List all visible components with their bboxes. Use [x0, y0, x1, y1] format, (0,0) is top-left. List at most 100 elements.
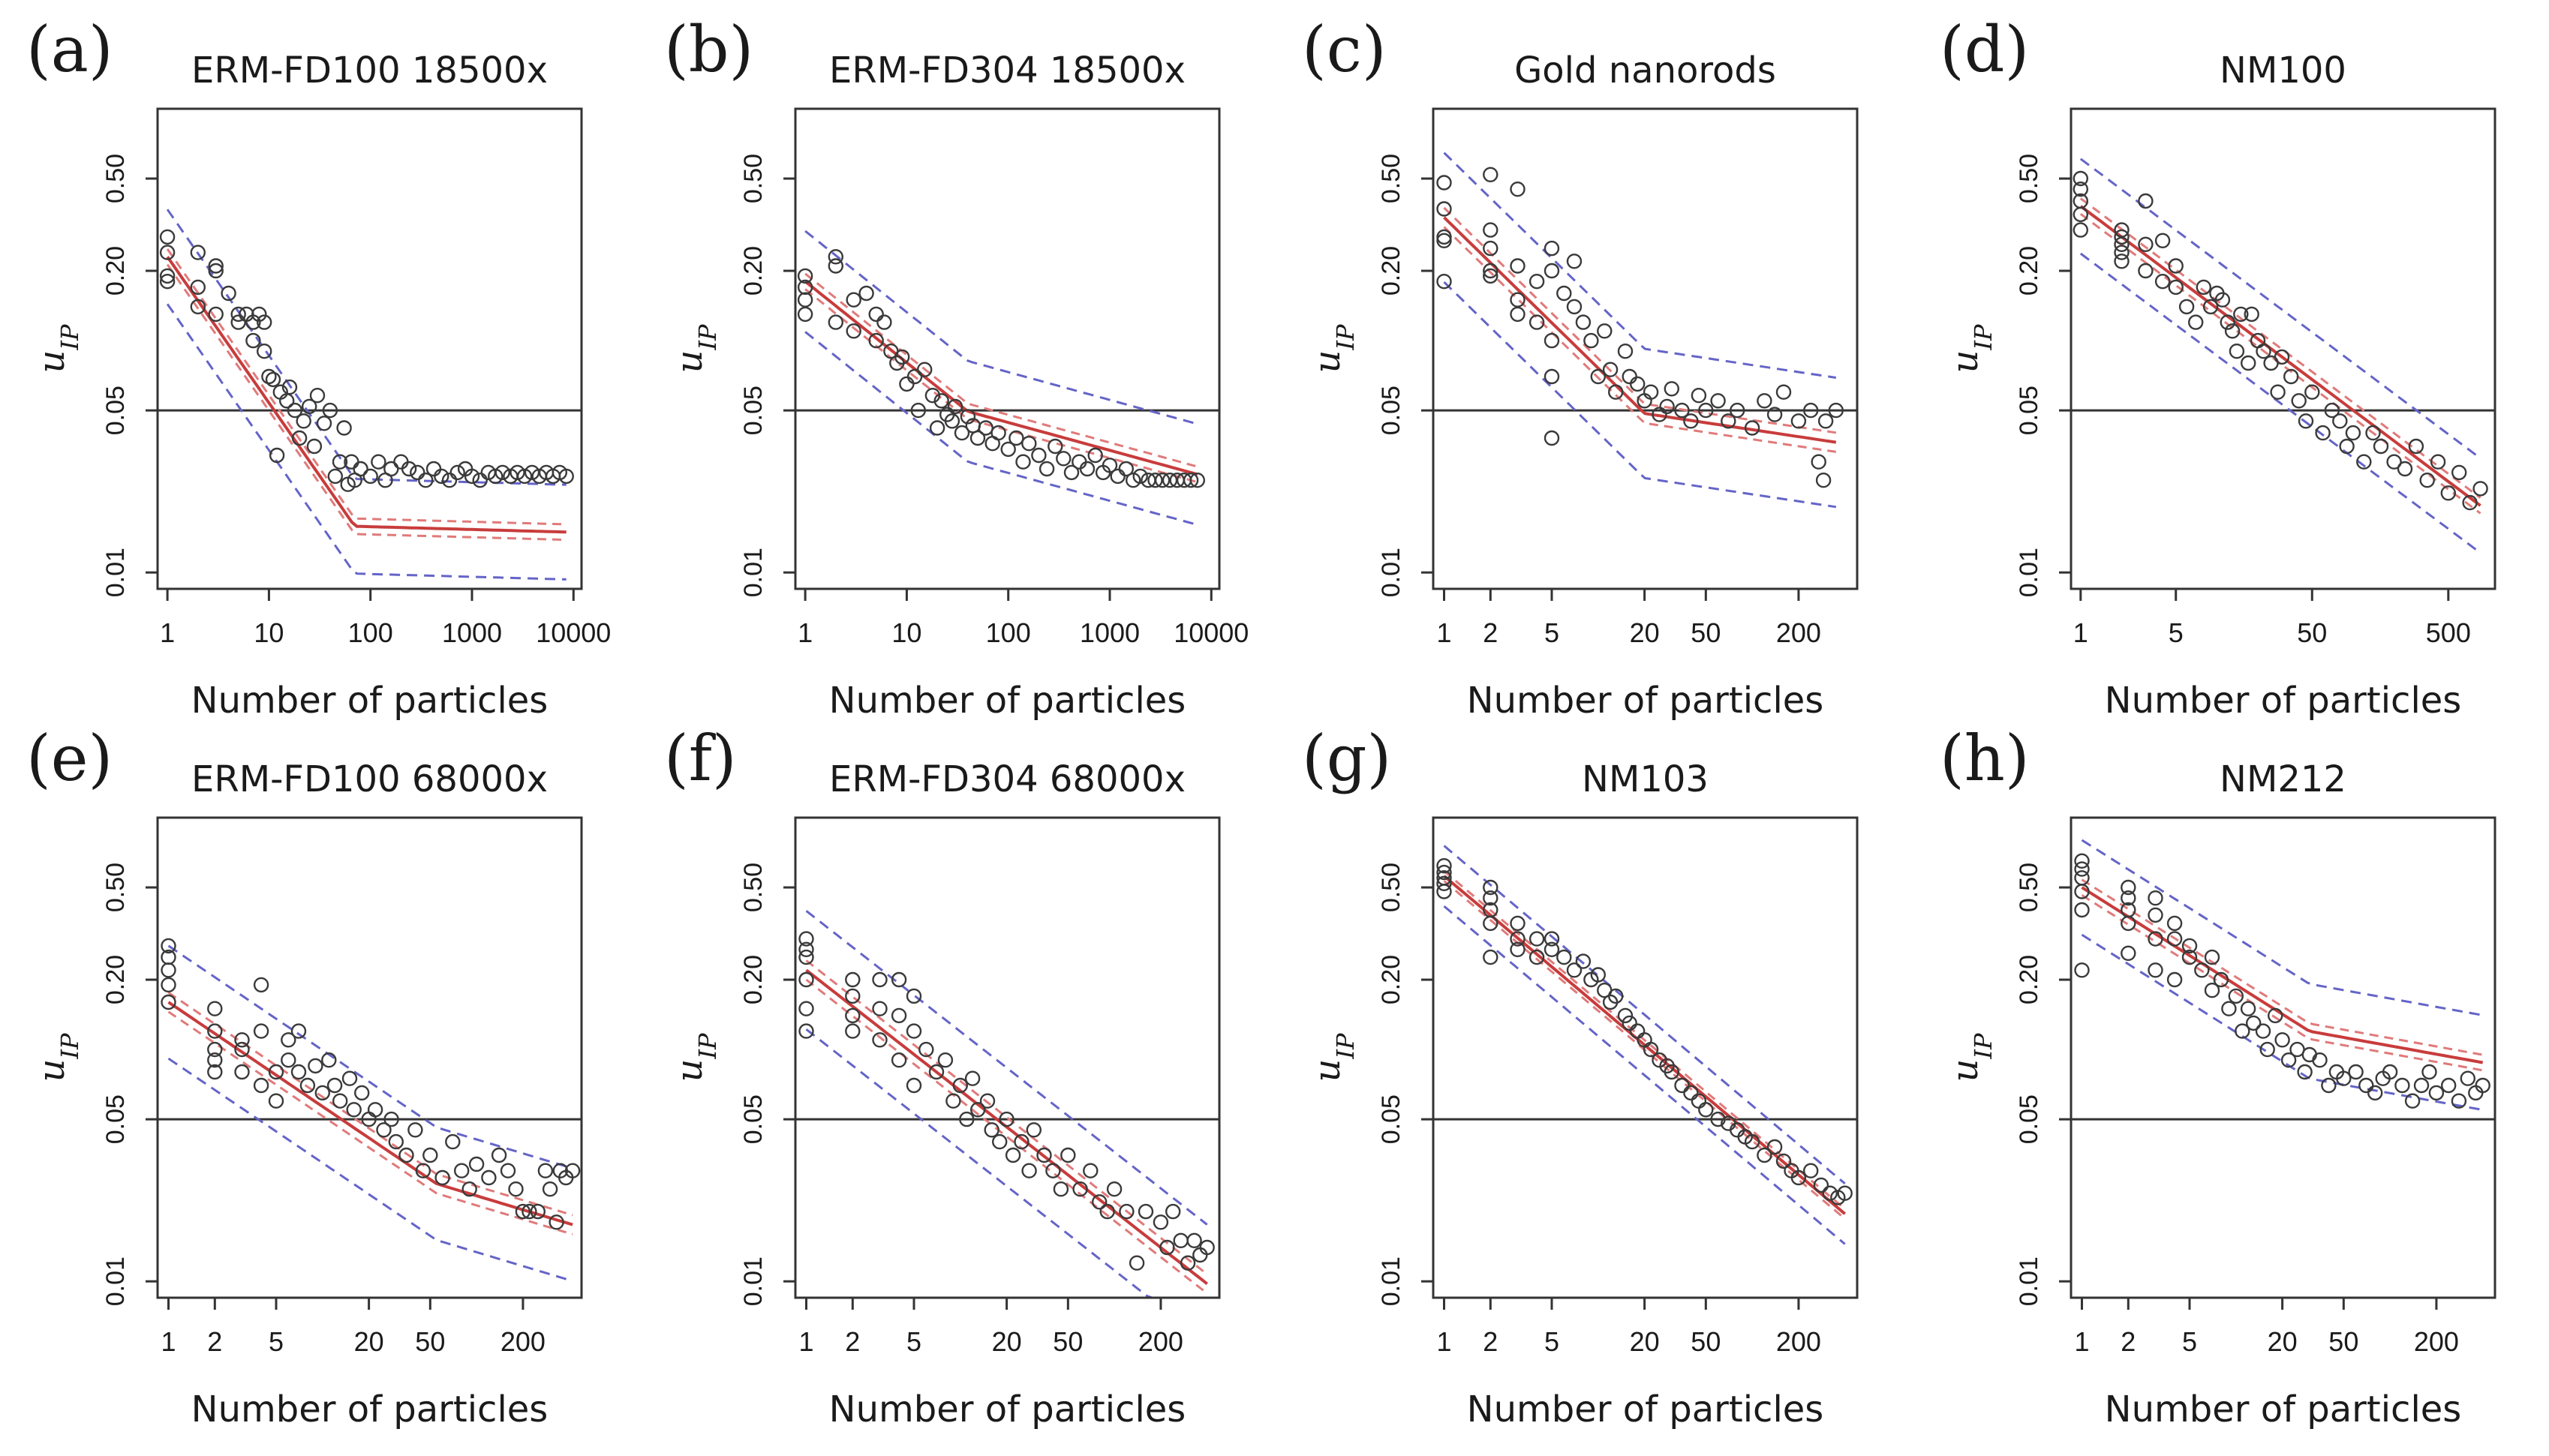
y-tick-label: 0.01	[1377, 548, 1405, 597]
data-point	[2440, 1077, 2457, 1094]
data-point	[2148, 907, 2163, 923]
data-point	[234, 1032, 250, 1048]
confidence-band-lower	[805, 978, 1208, 1295]
data-point	[1436, 875, 1452, 892]
data-point	[1110, 468, 1126, 485]
data-point	[2298, 413, 2314, 429]
data-point	[933, 393, 949, 409]
data-point	[2196, 279, 2212, 296]
data-point	[845, 1007, 861, 1024]
data-point	[959, 1111, 975, 1127]
y-tick-label: 0.50	[101, 154, 130, 203]
x-tick-label: 50	[1691, 1326, 1721, 1357]
data-point	[1744, 1133, 1760, 1150]
data-point	[969, 1102, 986, 1118]
x-axis-label: Number of particles	[829, 1388, 1186, 1430]
y-tick-label: 0.05	[2015, 386, 2043, 435]
y-axis-label-subscript: IP	[1969, 1033, 1997, 1060]
data-point	[2073, 170, 2089, 187]
data-point	[2073, 222, 2089, 238]
data-point	[1436, 274, 1452, 290]
panel-title: ERM-FD100 18500x	[191, 50, 548, 92]
data-point	[509, 464, 525, 481]
y-tick-label: 0.50	[2015, 863, 2043, 912]
data-point	[1683, 413, 1699, 429]
x-tick-label: 1	[2074, 1326, 2089, 1357]
data-point	[924, 388, 941, 404]
x-tick-label: 5	[269, 1326, 284, 1357]
data-point	[1802, 402, 1819, 419]
data-point	[2267, 1007, 2283, 1024]
y-tick-label: 0.50	[1377, 154, 1405, 203]
data-point	[872, 1001, 888, 1016]
data-point	[1079, 461, 1096, 477]
y-tick-label: 0.20	[2015, 955, 2043, 1004]
data-point	[984, 1122, 999, 1138]
plot-frame	[156, 107, 583, 590]
data-point	[159, 229, 176, 245]
data-point	[1828, 402, 1844, 419]
data-point	[797, 292, 813, 308]
data-point	[2440, 485, 2457, 501]
data-point	[314, 1085, 330, 1101]
y-axis-label-main: u	[1944, 350, 1986, 374]
data-point	[910, 402, 927, 419]
data-point	[1811, 454, 1826, 470]
fit-line	[1443, 216, 1837, 444]
data-point	[891, 1052, 907, 1068]
data-point	[1698, 1102, 1714, 1118]
data-point	[190, 245, 206, 260]
data-point	[1575, 314, 1592, 330]
data-point	[1147, 473, 1163, 488]
data-point	[868, 306, 884, 323]
x-tick-label: 200	[1776, 1326, 1821, 1357]
data-point	[161, 938, 176, 954]
x-axis-label: Number of particles	[829, 680, 1186, 722]
x-tick-label: 2	[2121, 1326, 2136, 1357]
x-tick-label: 50	[1053, 1326, 1083, 1357]
data-point	[2074, 853, 2090, 869]
x-tick-label: 2	[1483, 1326, 1498, 1357]
data-point	[253, 1077, 269, 1094]
data-point	[2229, 344, 2245, 359]
y-axis-label: uIP	[669, 324, 722, 374]
y-tick-label: 0.50	[739, 154, 768, 203]
data-point	[1617, 1007, 1634, 1024]
fit-line	[1443, 875, 1846, 1215]
data-point	[2280, 1052, 2297, 1068]
y-tick-label: 0.20	[1377, 955, 1405, 1004]
data-point	[537, 1163, 554, 1178]
data-point	[445, 1133, 461, 1150]
x-axis-label: Number of particles	[2105, 680, 2462, 722]
data-point	[322, 402, 338, 419]
data-point	[2255, 1023, 2271, 1039]
data-point	[1436, 864, 1452, 881]
data-point	[2181, 949, 2198, 965]
y-tick-label: 0.50	[739, 863, 768, 912]
data-point	[891, 971, 907, 988]
confidence-band-upper	[1443, 870, 1846, 1210]
data-point	[2166, 971, 2183, 988]
y-axis-label-main: u	[1306, 350, 1348, 374]
data-point	[1436, 857, 1452, 874]
data-point	[1039, 461, 1055, 477]
data-point	[1053, 1181, 1069, 1197]
data-point	[1544, 263, 1560, 279]
x-tick-label: 20	[2268, 1326, 2298, 1357]
data-point	[797, 306, 813, 323]
data-point	[281, 1032, 296, 1048]
data-point	[530, 1203, 546, 1220]
data-point	[1153, 1214, 1169, 1230]
data-point	[2256, 344, 2271, 359]
data-point	[1607, 384, 1624, 400]
data-point	[302, 398, 317, 415]
data-point	[828, 249, 844, 265]
data-point	[321, 1052, 337, 1068]
y-axis-label: uIP	[31, 324, 84, 374]
data-point	[2114, 245, 2130, 260]
data-point	[1790, 413, 1807, 429]
data-point	[1590, 368, 1607, 385]
data-point	[207, 1064, 223, 1080]
y-axis-label-subscript: IP	[693, 1033, 722, 1060]
data-point	[1566, 254, 1583, 269]
